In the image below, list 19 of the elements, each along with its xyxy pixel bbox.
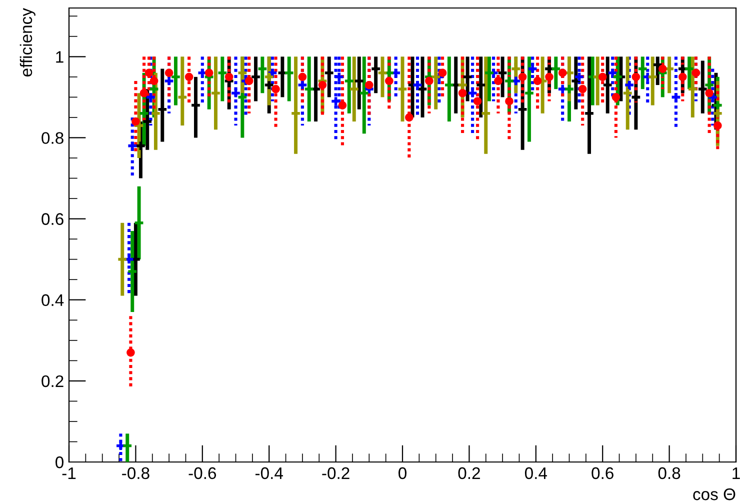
y-tick-label: 0.6 — [42, 213, 64, 225]
y-tick-label: 0.2 — [42, 375, 64, 388]
x-tick-label: -0.6 — [188, 467, 216, 480]
x-tick-label: 0.6 — [592, 467, 614, 480]
y-tick-label: 0.4 — [42, 294, 64, 306]
x-tick-label: 0 — [398, 467, 406, 480]
y-axis-title: efficiency — [20, 8, 36, 76]
x-tick-label: -0.8 — [122, 467, 150, 480]
y-tick-label: 0 — [56, 456, 64, 468]
x-tick-label: -1 — [62, 467, 76, 479]
y-tick-label: 0.8 — [42, 132, 64, 144]
x-axis-title: cos Θ — [693, 488, 736, 500]
x-tick-label: 1 — [732, 467, 740, 479]
x-tick-label: -0.2 — [322, 467, 350, 480]
x-tick-label: 0.4 — [524, 467, 547, 480]
x-tick-label: -0.4 — [255, 467, 283, 480]
y-tick-label: 1 — [56, 51, 64, 63]
x-tick-label: 0.2 — [458, 467, 480, 480]
x-tick-label: 0.8 — [658, 467, 680, 480]
